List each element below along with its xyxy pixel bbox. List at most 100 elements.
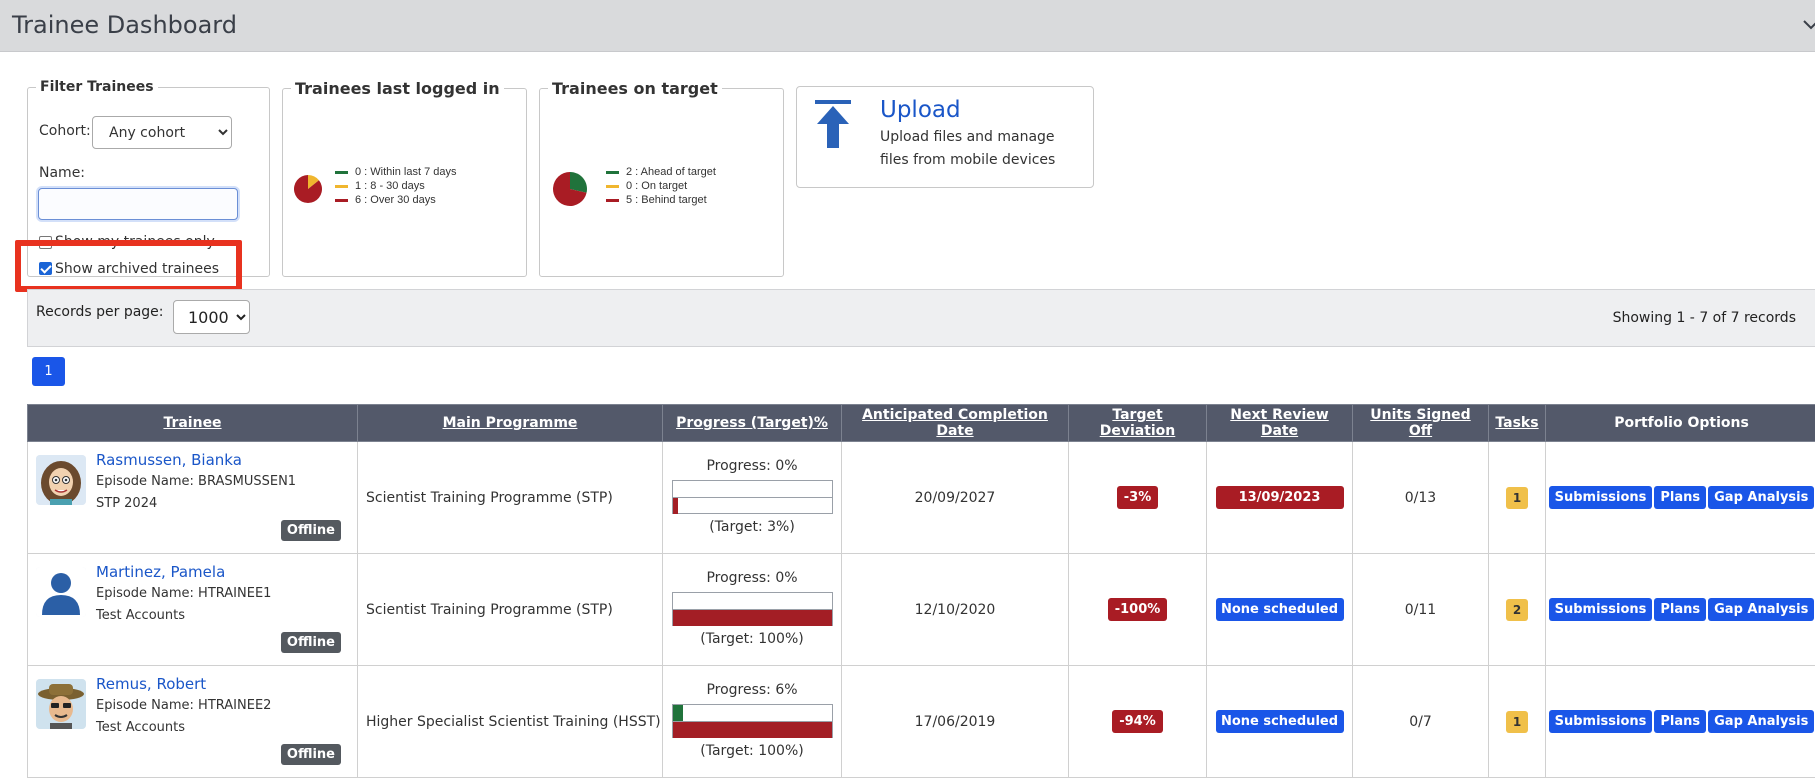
col-header-portfolio: Portfolio Options [1546, 405, 1815, 442]
tasks-badge[interactable]: 1 [1506, 711, 1528, 733]
col-header-units[interactable]: Units Signed Off [1353, 405, 1489, 442]
programme-cell: Scientist Training Programme (STP) [358, 442, 663, 554]
records-bar: Records per page: 1000 Showing 1 - 7 of … [27, 289, 1815, 347]
on-target-legend-text: 2 : Ahead of target [626, 165, 716, 179]
upload-description: Upload files and manage files from mobil… [880, 126, 1080, 172]
col-header-progress-text[interactable]: Progress (Target)% [676, 415, 828, 431]
col-header-tasks-text[interactable]: Tasks [1495, 415, 1538, 431]
logged-in-legend-swatch [335, 199, 348, 202]
gap-analysis-button[interactable]: Gap Analysis [1708, 486, 1814, 509]
review-date-badge[interactable]: None scheduled [1216, 598, 1344, 621]
col-header-programme-text[interactable]: Main Programme [443, 415, 578, 431]
progress-bar [672, 704, 833, 738]
target-fill [673, 610, 832, 626]
col-header-programme[interactable]: Main Programme [358, 405, 663, 442]
review-date-cell: 13/09/2023 [1207, 442, 1353, 554]
review-date-cell: None scheduled [1207, 554, 1353, 666]
page-title: Trainee Dashboard [12, 11, 237, 39]
submissions-button[interactable]: Submissions [1549, 598, 1653, 621]
tasks-badge[interactable]: 1 [1506, 487, 1528, 509]
col-header-progress[interactable]: Progress (Target)% [663, 405, 842, 442]
review-date-cell: None scheduled [1207, 666, 1353, 778]
col-header-deviation[interactable]: Target Deviation [1069, 405, 1207, 442]
tasks-badge[interactable]: 2 [1506, 599, 1528, 621]
logged-in-legend-swatch [335, 171, 348, 174]
trainee-name-link[interactable]: Martinez, Pamela [96, 563, 225, 581]
progress-label: Progress: 0% [663, 570, 841, 586]
completion-date-cell: 12/10/2020 [842, 554, 1069, 666]
programme-cell: Higher Specialist Scientist Training (HS… [358, 666, 663, 778]
submissions-button[interactable]: Submissions [1549, 710, 1653, 733]
table-header-row: Trainee Main Programme Progress (Target)… [28, 405, 1815, 442]
episode-name: Episode Name: BRASMUSSEN1 [96, 474, 296, 489]
on-target-legend-item: 5 : Behind target [606, 193, 716, 207]
archived-checkbox[interactable] [39, 262, 52, 275]
tasks-cell: 1 [1489, 666, 1546, 778]
col-header-deviation-text[interactable]: Target Deviation [1100, 407, 1176, 439]
status-badge: Offline [281, 520, 341, 541]
episode-name: Episode Name: HTRAINEE1 [96, 586, 271, 601]
progress-cell: Progress: 6%(Target: 100%) [663, 666, 842, 778]
target-fill [673, 722, 832, 738]
col-header-trainee[interactable]: Trainee [28, 405, 358, 442]
col-header-completion[interactable]: Anticipated Completion Date [842, 405, 1069, 442]
progress-bar [672, 480, 833, 514]
dashboard-header: Trainee Dashboard [0, 0, 1815, 52]
col-header-review[interactable]: Next Review Date [1207, 405, 1353, 442]
on-target-legend: Trainees on target [548, 79, 722, 98]
progress-divider [673, 497, 832, 498]
showing-records-text: Showing 1 - 7 of 7 records [1613, 310, 1796, 326]
trainee-name-link[interactable]: Remus, Robert [96, 675, 206, 693]
gap-analysis-button[interactable]: Gap Analysis [1708, 598, 1814, 621]
trainee-cohort: Test Accounts [96, 720, 185, 735]
pagination-page-1[interactable]: 1 [32, 357, 65, 386]
cohort-select[interactable]: Any cohort [92, 116, 232, 149]
upload-card[interactable]: Upload Upload files and manage files fro… [796, 86, 1094, 188]
review-date-badge[interactable]: None scheduled [1216, 710, 1344, 733]
gap-analysis-button[interactable]: Gap Analysis [1708, 710, 1814, 733]
col-header-review-text[interactable]: Next Review Date [1230, 407, 1328, 439]
plans-button[interactable]: Plans [1654, 486, 1706, 509]
chevron-down-icon[interactable] [1801, 14, 1815, 34]
show-my-trainees-toggle[interactable]: Show my trainees only [39, 234, 239, 251]
trainee-name-link[interactable]: Rasmussen, Bianka [96, 451, 242, 469]
trainee-cell: Rasmussen, Bianka Episode Name: BRASMUSSE… [28, 442, 358, 554]
logged-in-legend-item: 6 : Over 30 days [335, 193, 457, 207]
plans-button[interactable]: Plans [1654, 598, 1706, 621]
col-header-units-text[interactable]: Units Signed Off [1370, 407, 1470, 439]
table-row: Rasmussen, Bianka Episode Name: BRASMUSSE… [28, 442, 1815, 554]
avatar [36, 679, 86, 729]
my-trainees-label: Show my trainees only [55, 234, 215, 250]
completion-date-cell: 20/09/2027 [842, 442, 1069, 554]
show-archived-toggle[interactable]: Show archived trainees [39, 261, 239, 279]
target-fill [673, 498, 678, 514]
submissions-button[interactable]: Submissions [1549, 486, 1653, 509]
tasks-cell: 2 [1489, 554, 1546, 666]
logged-in-legend-swatch [335, 185, 348, 188]
upload-title[interactable]: Upload [880, 97, 961, 123]
col-header-tasks[interactable]: Tasks [1489, 405, 1546, 442]
status-badge: Offline [281, 632, 341, 653]
on-target-legend-swatch [606, 199, 619, 202]
plans-button[interactable]: Plans [1654, 710, 1706, 733]
logged-in-legend-item: 1 : 8 - 30 days [335, 179, 457, 193]
col-header-completion-text[interactable]: Anticipated Completion Date [862, 407, 1048, 439]
completion-date-cell: 17/06/2019 [842, 666, 1069, 778]
trainee-table: Trainee Main Programme Progress (Target)… [27, 404, 1815, 778]
programme-cell: Scientist Training Programme (STP) [358, 554, 663, 666]
my-trainees-checkbox[interactable] [39, 236, 52, 249]
on-target-legend-swatch [606, 185, 619, 188]
records-per-page-select[interactable]: 1000 [173, 300, 250, 334]
logged-in-legend-item: 0 : Within last 7 days [335, 165, 457, 179]
col-header-trainee-text[interactable]: Trainee [163, 415, 221, 431]
progress-label: Progress: 6% [663, 682, 841, 698]
review-date-badge[interactable]: 13/09/2023 [1216, 486, 1344, 509]
name-input[interactable] [38, 188, 238, 220]
